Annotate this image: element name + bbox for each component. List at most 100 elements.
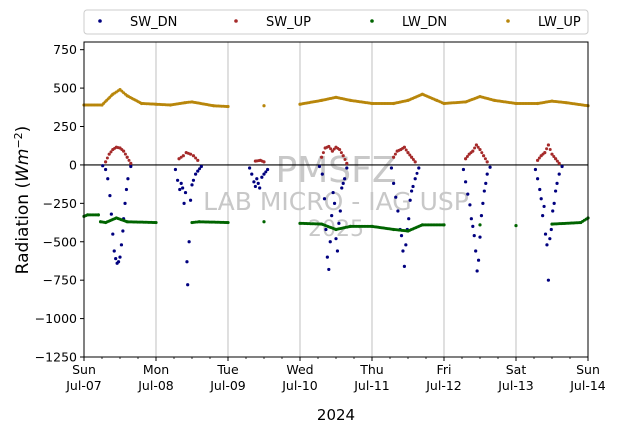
- data-point: [337, 221, 341, 225]
- data-point: [554, 189, 558, 193]
- data-point: [402, 264, 406, 268]
- data-point: [465, 154, 469, 158]
- legend-frame: [83, 9, 589, 35]
- data-point: [478, 147, 482, 152]
- x-tick-date: Jul-10: [281, 378, 318, 393]
- data-point: [129, 164, 133, 169]
- data-point: [554, 157, 558, 161]
- data-point: [127, 158, 131, 162]
- y-tick-label: −500: [43, 234, 77, 249]
- data-point: [475, 269, 479, 273]
- data-point: [253, 184, 257, 189]
- data-point: [537, 156, 541, 160]
- data-point: [345, 161, 349, 165]
- y-tick-label: 750: [53, 42, 77, 57]
- data-point: [191, 178, 196, 182]
- data-point: [468, 203, 472, 207]
- data-point: [479, 214, 484, 218]
- data-point: [413, 160, 417, 164]
- data-point: [248, 166, 252, 170]
- data-point: [181, 154, 185, 158]
- data-point: [343, 158, 347, 162]
- data-point: [262, 172, 266, 176]
- x-tick-day: Tue: [216, 362, 239, 377]
- data-point: [119, 243, 124, 247]
- data-point: [548, 237, 552, 241]
- data-point: [107, 152, 111, 156]
- data-point: [555, 181, 559, 185]
- data-point: [539, 197, 543, 201]
- data-point: [417, 166, 421, 170]
- data-point: [543, 151, 547, 155]
- data-point: [328, 240, 332, 244]
- legend-marker: [370, 19, 374, 23]
- y-axis-label-unit: Wm: [13, 149, 33, 182]
- data-point: [555, 159, 559, 163]
- data-point: [177, 157, 181, 161]
- data-point: [546, 143, 551, 147]
- data-point: [343, 177, 347, 181]
- data-point: [179, 155, 183, 159]
- data-point: [538, 187, 542, 192]
- data-point: [557, 172, 561, 176]
- data-point: [408, 198, 412, 202]
- data-point: [123, 201, 127, 205]
- data-point: [415, 171, 419, 175]
- legend-item: LW_DN: [370, 15, 447, 30]
- data-point: [339, 151, 343, 155]
- data-point: [181, 186, 185, 190]
- data-point: [471, 149, 475, 153]
- series-sw-dn: [101, 164, 564, 287]
- y-axis-label-prefix: Radiation (: [13, 182, 33, 274]
- data-point: [112, 249, 116, 253]
- data-point: [334, 237, 338, 241]
- x-tick-date: Jul-09: [209, 378, 246, 393]
- data-point: [325, 255, 329, 259]
- data-point: [121, 229, 125, 233]
- data-point: [340, 186, 344, 190]
- data-point: [466, 192, 470, 196]
- data-point: [182, 201, 186, 205]
- y-axis: 750 500 250 0 −250 −500 −750 −1000 −1250: [35, 42, 84, 365]
- data-point: [536, 177, 540, 181]
- data-point: [560, 164, 564, 169]
- legend-marker: [98, 19, 102, 23]
- data-point: [96, 213, 100, 217]
- data-point: [266, 167, 270, 172]
- data-point: [514, 224, 518, 228]
- data-point: [260, 175, 264, 179]
- data-point: [191, 154, 196, 158]
- y-axis-label: Radiation (Wm−2): [12, 126, 34, 275]
- data-point: [321, 151, 325, 155]
- data-point: [338, 147, 342, 152]
- legend-label: LW_DN: [402, 15, 447, 30]
- data-point: [129, 161, 133, 165]
- data-point: [473, 146, 477, 150]
- data-point: [476, 145, 480, 149]
- data-point: [476, 258, 481, 262]
- data-point: [104, 160, 108, 164]
- data-point: [252, 180, 256, 184]
- data-point: [392, 155, 396, 159]
- data-point: [226, 220, 230, 225]
- data-point: [258, 186, 262, 190]
- data-point: [320, 172, 324, 176]
- data-point: [471, 224, 475, 228]
- data-point: [118, 255, 122, 259]
- data-point: [461, 167, 466, 172]
- data-point: [543, 232, 548, 236]
- x-tick-day: Thu: [359, 362, 383, 377]
- data-point: [406, 151, 410, 155]
- data-point: [533, 167, 538, 172]
- x-tick-date: Jul-14: [569, 378, 606, 393]
- data-point: [485, 172, 489, 176]
- data-point: [481, 201, 485, 205]
- data-point: [389, 166, 394, 170]
- data-point: [464, 180, 468, 184]
- data-point: [324, 227, 328, 232]
- data-point: [329, 147, 333, 151]
- y-tick-label: −250: [43, 196, 77, 211]
- data-point: [488, 165, 492, 169]
- data-point: [330, 149, 334, 153]
